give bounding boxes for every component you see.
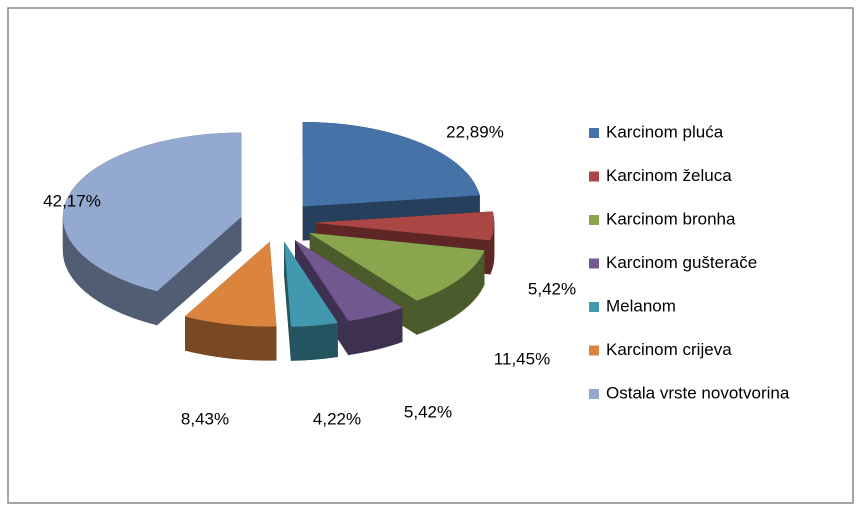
slice-side (242, 325, 250, 361)
legend-label: Karcinom gušterače (606, 253, 757, 272)
slice-side (354, 318, 362, 355)
legend-swatch (589, 345, 599, 356)
pie-slice (184, 241, 277, 361)
slice-top (315, 211, 495, 241)
data-label: 5,42% (528, 279, 576, 298)
legend-label: Karcinom želuca (606, 166, 732, 185)
slice-top (62, 132, 242, 292)
pie-slice (62, 132, 242, 326)
slice-top (284, 242, 338, 327)
legend-swatch (589, 258, 599, 269)
slice-side (222, 323, 230, 359)
slice-side (384, 311, 392, 348)
data-label: 4,22% (313, 409, 361, 428)
slice-side (390, 309, 397, 346)
slice-side (269, 326, 277, 361)
slice-side (360, 317, 368, 354)
slice-side (94, 264, 100, 302)
data-label: 8,43% (181, 409, 229, 428)
slice-side (324, 323, 332, 359)
slice-side (102, 269, 108, 307)
slice-side (83, 255, 88, 294)
slice-top (184, 241, 277, 327)
slice-side (304, 325, 312, 361)
slice-top (302, 122, 480, 207)
slice-side (416, 297, 423, 335)
legend-swatch (589, 302, 599, 312)
slice-side (317, 324, 325, 360)
legend-swatch (589, 171, 599, 182)
slice-side (463, 271, 468, 311)
slice-side (396, 307, 403, 345)
slice-side (475, 259, 479, 299)
slice-side (112, 274, 118, 312)
slice-top (309, 232, 485, 301)
legend-label: Karcinom pluća (606, 122, 724, 141)
slice-side (348, 319, 356, 356)
slice-side (235, 324, 243, 360)
slice-side (229, 323, 237, 360)
slice-side (138, 285, 146, 322)
slice-side (432, 291, 439, 329)
pie-slice (295, 239, 403, 356)
slice-side (447, 283, 453, 322)
data-label: 22,89% (446, 122, 504, 141)
slice-side (422, 295, 429, 333)
slice-side (427, 293, 434, 331)
slice-side (442, 286, 448, 324)
pie-slice (284, 241, 338, 361)
slice-side (98, 266, 104, 305)
slice-side (262, 325, 270, 361)
slice-side (248, 325, 257, 361)
slice-side (373, 314, 380, 351)
slice-side (77, 249, 81, 288)
slice-side (80, 252, 85, 291)
legend-swatch (589, 128, 599, 138)
slice-side (367, 315, 374, 352)
slice-side (290, 326, 299, 361)
slice-side (297, 325, 305, 361)
slice-side (127, 281, 134, 319)
slice-side (451, 280, 457, 319)
slice-side (310, 324, 319, 360)
slice-side (122, 279, 129, 317)
slice-side (466, 268, 471, 308)
slice-side (255, 325, 263, 361)
slice-top (295, 240, 403, 322)
slice-side (470, 265, 474, 305)
slice-side (150, 288, 158, 326)
slice-side (133, 283, 140, 321)
legend-label: Melanom (606, 296, 676, 315)
legend-label: Karcinom crijeva (606, 340, 732, 359)
data-label: 11,45% (494, 349, 550, 368)
slice-side (107, 271, 113, 310)
slice-side (379, 312, 386, 350)
data-label: 42,17% (43, 191, 101, 210)
legend-label: Karcinom bronha (606, 209, 736, 228)
slice-side (478, 256, 482, 296)
slice-side (74, 246, 78, 285)
slice-side (70, 239, 73, 279)
slice-side (455, 277, 461, 316)
slice-side (72, 243, 76, 282)
slice-side (144, 287, 152, 324)
slice-side (90, 261, 95, 300)
legend-swatch (589, 215, 599, 225)
slice-side (473, 262, 477, 302)
slice-side (86, 258, 92, 297)
slice-side (216, 322, 224, 358)
slice-side (330, 322, 338, 359)
legend-label: Ostala vrste novotvorina (606, 383, 790, 402)
legend-swatch (589, 389, 599, 399)
slice-side (437, 288, 444, 327)
slice-side (117, 276, 123, 315)
data-label: 5,42% (404, 402, 452, 421)
slice-side (459, 274, 465, 314)
